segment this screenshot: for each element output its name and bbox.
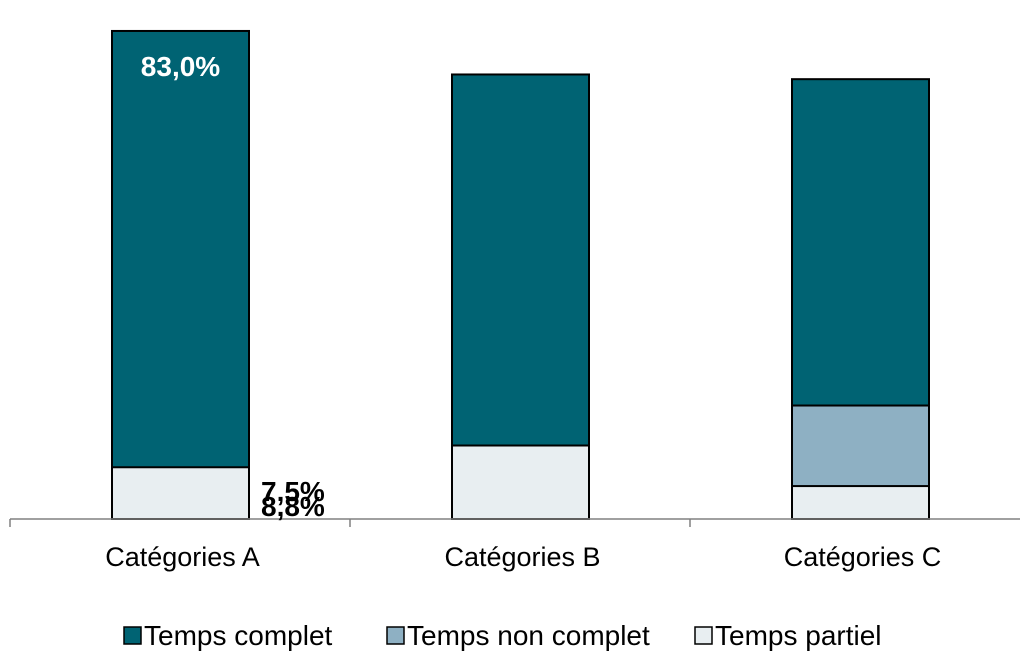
legend-label: Temps partiel: [715, 620, 882, 651]
legend-label: Temps complet: [144, 620, 333, 651]
bar-segment-temps-partiel-1: [112, 467, 249, 519]
x-tick-label: Catégories C: [784, 542, 942, 572]
data-label: 83,0%: [141, 51, 220, 82]
data-label: 8,8%: [261, 491, 325, 522]
bar-segment-temps-partiel-2: [452, 446, 589, 520]
legend-item-temps-non-complet: Temps non complet: [387, 620, 650, 651]
legend-item-temps-complet: Temps complet: [124, 620, 333, 651]
bar-segment-temps-complet-1: [112, 31, 249, 519]
legend-swatch: [124, 627, 141, 644]
legend-item-temps-partiel: Temps partiel: [695, 620, 882, 651]
x-axis: Catégories A Catégories B Catégories C: [10, 519, 1020, 572]
bar-segment-temps-partiel-3: [792, 486, 929, 519]
legend-swatch: [695, 627, 712, 644]
legend-swatch: [387, 627, 404, 644]
bars-layer: [112, 31, 929, 519]
legend-label: Temps non complet: [407, 620, 650, 651]
x-tick-label: Catégories A: [105, 542, 260, 572]
x-tick-label: Catégories B: [444, 542, 600, 572]
legend: Temps complet Temps non complet Temps part…: [124, 620, 882, 651]
